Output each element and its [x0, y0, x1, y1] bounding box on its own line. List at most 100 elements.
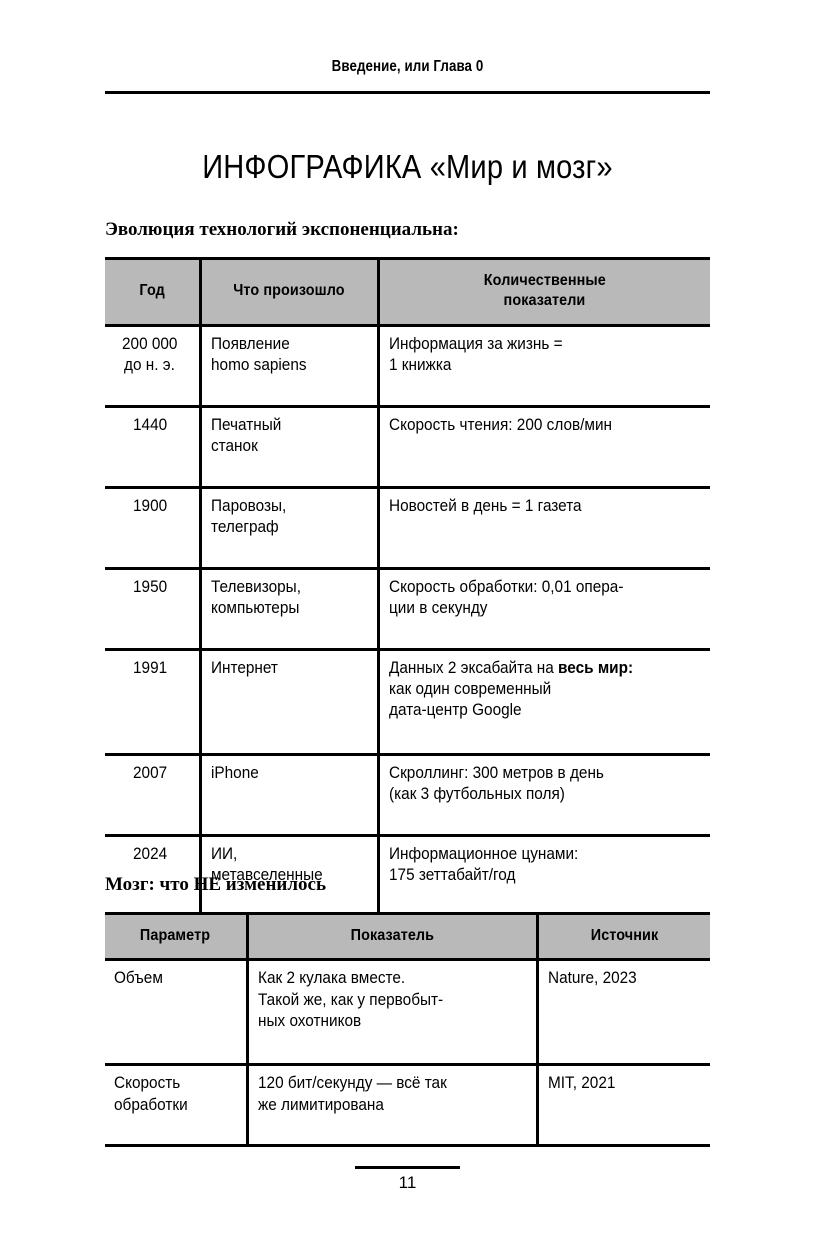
brain-table-header: Параметр Показатель Источник [105, 911, 710, 962]
cell-year: 2007 [105, 752, 202, 836]
cell-metric-prefix: Данных 2 эксабайта на [388, 658, 558, 677]
column-header-source-label: Источник [590, 927, 658, 944]
cell-metric: Скорость обработки: 0,01 опера- ции в се… [378, 566, 710, 650]
cell-event-line-2: компьютеры [210, 599, 299, 618]
brain-table-body: Объем Как 2 кулака вместе. Такой же, как… [105, 958, 710, 1148]
cell-parameter: Скорость обработки [105, 1063, 249, 1148]
cell-metric-line-1: Информационное цунами: [388, 844, 578, 863]
table-row: Скорость обработки 120 бит/секунду — всё… [105, 1063, 710, 1148]
cell-metric-line-3: дата-центр Google [388, 701, 522, 720]
cell-metric-line-2: 1 книжка [388, 356, 451, 375]
cell-year-line-1: 1950 [133, 577, 168, 596]
cell-event: Паровозы, телеграф [200, 485, 380, 569]
table-row: 2007 iPhone Скроллинг: 300 метров в день… [105, 752, 710, 836]
cell-source-text: Nature, 2023 [547, 969, 637, 988]
cell-year: 1991 [105, 647, 202, 755]
cell-value-line-2: же лимитирована [257, 1095, 384, 1114]
cell-year: 200 000 до н. э. [105, 323, 202, 407]
cell-metric-line-1: Скроллинг: 300 метров в день [388, 763, 604, 782]
column-header-value-label: Показатель [350, 927, 434, 944]
cell-metric-line-1: Скорость чтения: 200 слов/мин [388, 415, 612, 434]
cell-event-line-1: Паровозы, [210, 496, 286, 515]
cell-parameter-line-1: Объем [114, 969, 163, 988]
column-header-parameter: Параметр [105, 911, 249, 962]
cell-value-line-1: 120 бит/секунду — всё так [257, 1074, 447, 1093]
table-row: 200 000 до н. э. Появление homo sapiens … [105, 323, 710, 407]
table-header-row: Год Что произошло Количественные показат… [105, 257, 710, 327]
cell-value: Как 2 кулака вместе. Такой же, как у пер… [247, 958, 539, 1065]
folio-rule [355, 1166, 460, 1169]
column-header-value: Показатель [247, 911, 539, 962]
cell-year: 1950 [105, 566, 202, 650]
cell-event-line-2: метавселенные [210, 866, 323, 885]
cell-metric: Данных 2 эксабайта на весь мир: как один… [378, 647, 710, 755]
cell-year: 1900 [105, 485, 202, 569]
cell-year-line-2: до н. э. [124, 356, 176, 375]
cell-year-line-1: 1900 [133, 496, 168, 515]
running-head-rule [105, 91, 710, 94]
cell-parameter-line-1: Скорость [114, 1074, 181, 1093]
cell-event-line-2: телеграф [210, 518, 279, 537]
column-header-event: Что произошло [200, 257, 380, 327]
cell-parameter-line-2: обработки [114, 1095, 188, 1114]
cell-event: Интернет [200, 647, 380, 755]
table-row: 1950 Телевизоры, компьютеры Скорость обр… [105, 566, 710, 650]
column-header-event-label: Что произошло [233, 282, 345, 300]
table-header-row: Параметр Показатель Источник [105, 911, 710, 962]
cell-event: Телевизоры, компьютеры [200, 566, 380, 650]
column-header-metric: Количественные показатели [378, 257, 710, 327]
cell-value-line-2: Такой же, как у первобыт- [257, 990, 443, 1009]
cell-metric-emphasis: весь мир: [557, 658, 633, 677]
cell-event-line-1: ИИ, [210, 844, 237, 863]
cell-year: 2024 [105, 833, 202, 918]
cell-year: 1440 [105, 404, 202, 488]
cell-year-line-1: 2024 [133, 844, 168, 863]
table-row: 1900 Паровозы, телеграф Новостей в день … [105, 485, 710, 569]
page-title: ИНФОГРАФИКА «Мир и мозг» [202, 148, 613, 186]
cell-event-line-1: Печатный [210, 415, 281, 434]
cell-parameter: Объем [105, 958, 249, 1065]
running-head: Введение, или Глава 0 [331, 58, 484, 75]
cell-metric: Информационное цунами: 175 зеттабайт/год [378, 833, 710, 918]
cell-event-line-2: станок [210, 437, 258, 456]
cell-event: Печатный станок [200, 404, 380, 488]
column-header-parameter-label: Параметр [140, 927, 211, 944]
column-header-metric-line-2: показатели [503, 292, 586, 310]
brain-table: Параметр Показатель Источник Объем Как 2… [105, 911, 710, 1148]
cell-event: iPhone [200, 752, 380, 836]
cell-metric-line-2: (как 3 футбольных поля) [388, 785, 565, 804]
table-row: 1440 Печатный станок Скорость чтения: 20… [105, 404, 710, 488]
cell-year-line-1: 2007 [133, 763, 168, 782]
section-heading-brain: Мозг: что НЕ изменилось [105, 873, 326, 895]
table-row: Объем Как 2 кулака вместе. Такой же, как… [105, 958, 710, 1065]
cell-source-text: MIT, 2021 [547, 1074, 615, 1093]
cell-event-line-1: Телевизоры, [210, 577, 301, 596]
cell-value-line-1: Как 2 кулака вместе. [257, 969, 405, 988]
cell-metric: Скроллинг: 300 метров в день (как 3 футб… [378, 752, 710, 836]
cell-metric-line-1: Новостей в день = 1 газета [388, 496, 582, 515]
cell-event: Появление homo sapiens [200, 323, 380, 407]
cell-year-line-1: 1991 [133, 658, 168, 677]
cell-metric-line-1: Данных 2 эксабайта на весь мир: [389, 658, 633, 679]
cell-source: MIT, 2021 [537, 1063, 710, 1148]
cell-event-line-1: Появление [210, 334, 290, 353]
cell-metric-line-1: Информация за жизнь = [388, 334, 563, 353]
column-header-metric-line-1: Количественные [483, 272, 606, 289]
cell-year-line-1: 200 000 [121, 334, 178, 353]
evolution-table-header: Год Что произошло Количественные показат… [105, 257, 710, 327]
cell-metric-line-2: ции в секунду [388, 599, 487, 618]
section-heading-evolution: Эволюция технологий экспоненциальна: [105, 218, 459, 240]
page-number: 11 [398, 1173, 417, 1192]
evolution-table: Год Что произошло Количественные показат… [105, 257, 710, 918]
cell-value-line-3: ных охотников [257, 1011, 361, 1030]
column-header-year-label: Год [139, 282, 165, 300]
cell-event-line-1: iPhone [210, 763, 259, 782]
cell-source: Nature, 2023 [537, 958, 710, 1065]
cell-event-line-2: homo sapiens [210, 356, 307, 375]
cell-year-line-1: 1440 [133, 415, 168, 434]
column-header-source: Источник [537, 911, 710, 962]
cell-metric-line-2: как один современный [388, 680, 551, 699]
cell-value: 120 бит/секунду — всё так же лимитирован… [247, 1063, 539, 1148]
evolution-table-body: 200 000 до н. э. Появление homo sapiens … [105, 323, 710, 918]
